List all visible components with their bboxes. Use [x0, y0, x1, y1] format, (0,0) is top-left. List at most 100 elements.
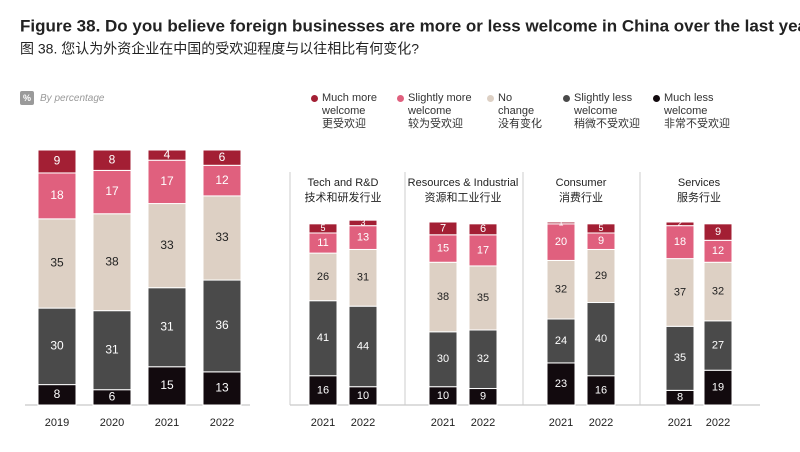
data-label: 12	[215, 173, 229, 187]
x-tick-label: 2022	[210, 417, 234, 429]
bar-segment	[428, 221, 458, 236]
x-tick-label: 2021	[311, 417, 335, 429]
legend-item: Much less welcome 非常不受欢迎	[653, 92, 744, 131]
x-tick-label: 2021	[431, 417, 455, 429]
bar-segment	[202, 164, 242, 197]
data-label: 5	[598, 223, 603, 233]
panel-title: Services	[678, 177, 721, 189]
data-label: 31	[105, 342, 119, 356]
bar-segment	[586, 302, 616, 377]
bar-segment	[37, 218, 77, 309]
legend-label-zh: 较为受欢迎	[408, 118, 463, 130]
panel-title: Tech and R&D	[308, 177, 379, 189]
bar-segment	[665, 325, 695, 391]
panel-title: Consumer	[556, 177, 607, 189]
data-label: 4	[164, 147, 171, 161]
legend-label: No change	[498, 92, 535, 117]
bar-segment	[147, 149, 187, 161]
data-label: 31	[357, 272, 369, 284]
data-label: 38	[105, 254, 119, 268]
legend-label: Slightly more welcome	[408, 92, 472, 117]
data-label: 37	[674, 286, 686, 298]
data-label: 33	[160, 238, 174, 252]
bar-segment	[665, 225, 695, 260]
bar-segment	[428, 261, 458, 333]
legend-marker	[563, 95, 570, 102]
bar-segment	[546, 362, 576, 406]
bar-segment	[586, 223, 616, 234]
bar-segment	[703, 261, 733, 322]
data-label: 10	[357, 390, 369, 402]
data-label: 16	[317, 384, 329, 396]
bar-segment	[92, 169, 132, 215]
data-label: 30	[437, 353, 449, 365]
data-label: 8	[54, 387, 61, 401]
data-label: 11	[317, 237, 328, 249]
bar-segment	[546, 221, 576, 225]
x-tick-label: 2022	[471, 417, 495, 429]
data-label: 26	[317, 271, 329, 283]
data-label: 41	[317, 332, 329, 344]
bar-segment	[147, 287, 187, 368]
legend-marker	[487, 95, 494, 102]
bar-segment	[308, 300, 338, 377]
data-label: 6	[480, 223, 486, 235]
panel-title-zh: 资源和工业行业	[425, 190, 502, 204]
legend-item: Slightly more welcome 较为受欢迎	[397, 92, 488, 131]
bar-segment	[546, 223, 576, 261]
x-tick-label: 2021	[549, 417, 573, 429]
bar-segment	[308, 252, 338, 302]
data-label: 20	[555, 236, 567, 248]
data-label: 30	[50, 339, 64, 353]
bar-segment	[586, 248, 616, 304]
panel-title-zh: 消费行业	[559, 190, 603, 204]
data-label: 1	[558, 217, 563, 227]
bar-segment	[147, 159, 187, 205]
data-label: 40	[595, 333, 607, 345]
legend-label-zh: 更受欢迎	[322, 118, 366, 130]
data-label: 44	[357, 340, 369, 352]
data-label: 35	[50, 256, 64, 270]
data-label: 19	[712, 382, 724, 394]
data-label: 7	[440, 222, 446, 234]
x-tick-label: 2022	[589, 417, 613, 429]
legend-label: Much less welcome	[664, 92, 714, 117]
x-tick-label: 2021	[155, 417, 179, 429]
bar-segment	[468, 234, 498, 267]
data-label: 10	[437, 390, 449, 402]
bar-segment	[348, 248, 378, 307]
bar-segment	[468, 329, 498, 390]
data-label: 13	[357, 231, 369, 243]
legend-marker	[397, 95, 404, 102]
data-label: 36	[215, 318, 229, 332]
data-label: 18	[674, 236, 686, 248]
bar-segment	[468, 265, 498, 331]
legend-marker	[653, 95, 660, 102]
data-label: 8	[677, 392, 683, 404]
bar-segment	[703, 320, 733, 371]
panel-title-zh: 技术和研发行业	[305, 190, 382, 204]
legend-marker	[311, 95, 318, 102]
data-label: 27	[712, 339, 724, 351]
data-label: 17	[160, 174, 174, 188]
legend-label-zh: 非常不受欢迎	[664, 118, 730, 130]
bar-segment	[202, 279, 242, 373]
data-label: 9	[480, 391, 486, 403]
x-tick-label: 2022	[706, 417, 730, 429]
legend-label-zh: 没有变化	[498, 118, 542, 130]
chart-title: Figure 38. Do you believe foreign busine…	[20, 16, 800, 35]
bar-segment	[202, 195, 242, 281]
data-label: 32	[712, 285, 724, 297]
data-label: 3	[360, 217, 365, 227]
legend-item: No change 没有变化	[487, 92, 543, 131]
legend-label: Much more welcome	[322, 92, 378, 117]
data-label: 38	[437, 291, 449, 303]
data-label: 8	[109, 152, 116, 166]
data-label: 32	[477, 353, 489, 365]
data-label: 35	[674, 352, 686, 364]
bar-segment	[665, 258, 695, 327]
data-label: 24	[555, 335, 567, 347]
bar-segment	[546, 318, 576, 364]
